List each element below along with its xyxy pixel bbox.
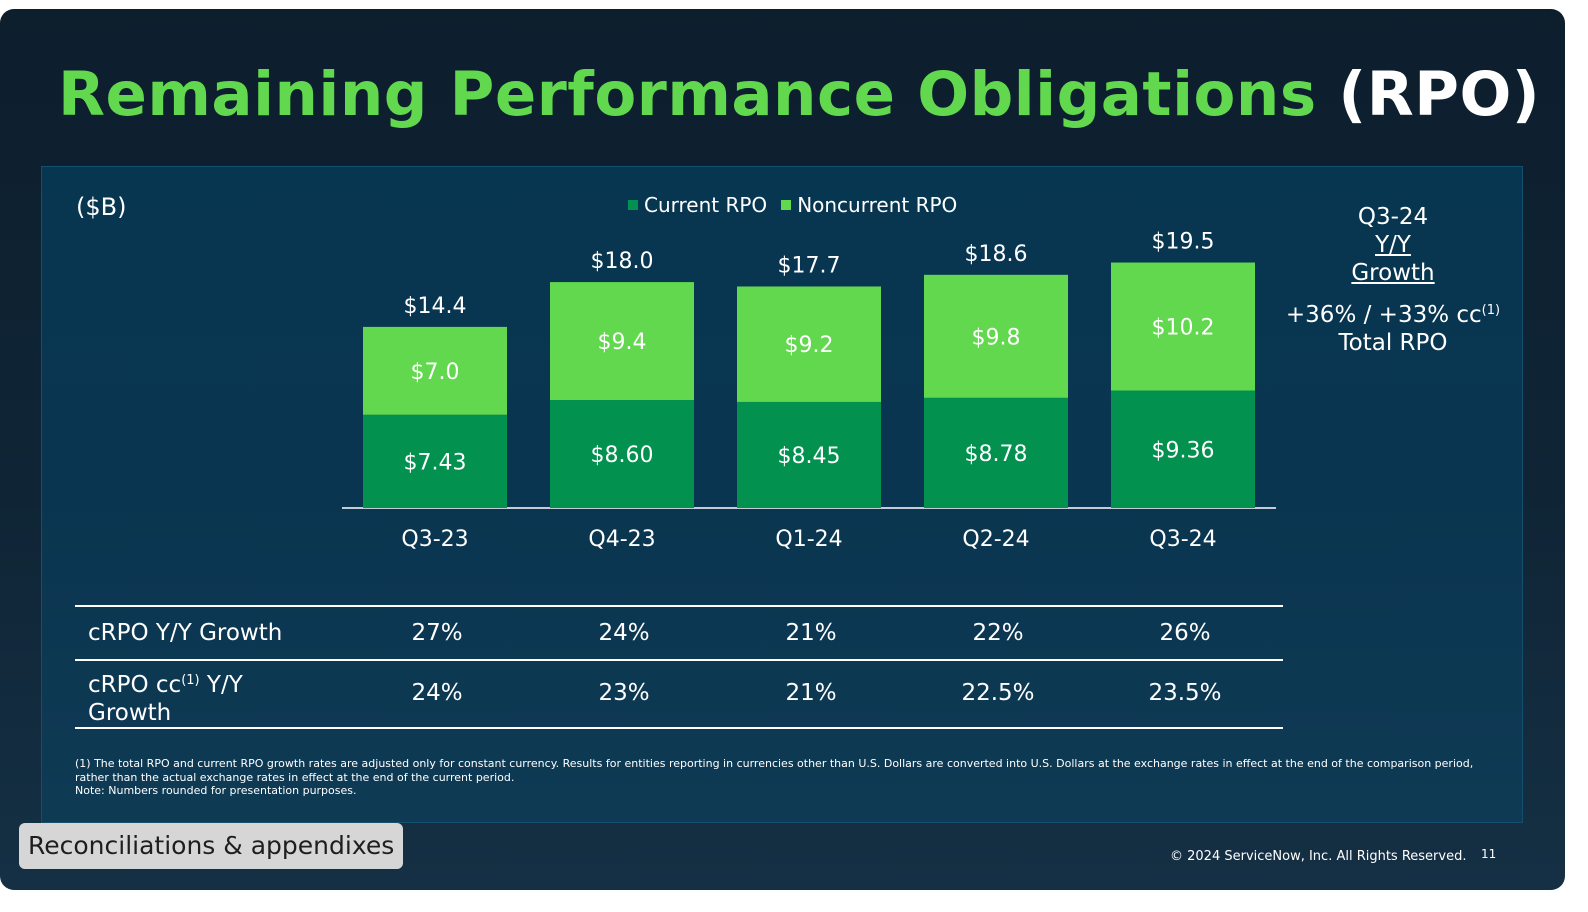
footnote-line-2: Note: Numbers rounded for presentation p… — [75, 784, 357, 797]
yoy-growth-callout: Q3-24 Y/Y Growth +36% / +33% cc(1) Total… — [1278, 203, 1508, 357]
footnote-line-1: (1) The total RPO and current RPO growth… — [75, 757, 1474, 784]
bar-total-label: $18.6 — [965, 242, 1028, 267]
row-label-sup: (1) — [181, 673, 200, 688]
bar-current-rpo — [924, 397, 1068, 508]
legend-item-current: Current RPO — [628, 193, 767, 217]
callout-yy: Y/Y — [1375, 232, 1411, 258]
growth-table: cRPO Y/Y Growth 27% 24% 21% 22% 26% cRPO… — [75, 605, 1283, 729]
table-cell: 22.5% — [961, 680, 1035, 706]
bar-label-noncurrent: $10.2 — [1152, 316, 1215, 341]
bar-total-label: $18.0 — [591, 249, 654, 274]
table-cell: 23.5% — [1148, 680, 1222, 706]
legend-item-noncurrent: Noncurrent RPO — [781, 193, 957, 217]
unit-label: ($B) — [76, 193, 127, 221]
callout-metric-label: Total RPO — [1338, 330, 1448, 356]
reconciliations-appendixes-button[interactable]: Reconciliations & appendixes — [19, 823, 404, 869]
table-cell: 24% — [411, 680, 463, 706]
bar-label-noncurrent: $9.8 — [972, 325, 1021, 350]
bar-current-rpo — [737, 401, 881, 508]
bar-total-label: $14.4 — [404, 294, 467, 319]
title-accent: (RPO) — [1338, 59, 1541, 130]
bar-noncurrent-rpo — [363, 326, 507, 415]
bar-label-noncurrent: $9.2 — [785, 333, 834, 358]
page-number: 11 — [1481, 847, 1497, 861]
bar-label-current: $9.36 — [1152, 438, 1215, 463]
table-row: cRPO Y/Y Growth 27% 24% 21% 22% 26% — [75, 605, 1283, 659]
chart-panel: ($B) Current RPO Noncurrent RPO $7.43 $7.… — [41, 166, 1523, 823]
bar-label-current: $8.78 — [965, 442, 1028, 467]
x-tick-label: Q3-23 — [401, 527, 468, 552]
table-row: cRPO cc(1) Y/Y Growth 24% 23% 21% 22.5% … — [75, 659, 1283, 729]
bar-current-rpo — [363, 414, 507, 508]
slide: Remaining Performance Obligations (RPO) … — [0, 9, 1565, 890]
bar-current-rpo — [1111, 390, 1255, 508]
x-tick-label: Q2-24 — [962, 527, 1029, 552]
callout-period: Q3-24 — [1357, 204, 1429, 230]
legend-swatch-current — [628, 200, 638, 210]
table-cell: 21% — [785, 680, 837, 706]
table-cell: 24% — [598, 620, 650, 646]
footnote: (1) The total RPO and current RPO growth… — [75, 757, 1495, 798]
legend-label-current: Current RPO — [644, 193, 768, 217]
bar-label-current: $8.60 — [591, 443, 654, 468]
row-label-b: Y/Y Growth — [88, 672, 243, 726]
table-cell: 22% — [972, 620, 1024, 646]
bar-noncurrent-rpo — [550, 282, 694, 401]
page-title: Remaining Performance Obligations (RPO) — [58, 59, 1540, 130]
row-label-a: cRPO cc — [88, 672, 182, 698]
bar-noncurrent-rpo — [1111, 262, 1255, 391]
table-cell: 26% — [1159, 620, 1211, 646]
row-label: cRPO Y/Y Growth — [88, 620, 283, 646]
bar-label-noncurrent: $7.0 — [411, 360, 460, 385]
callout-growth: Growth — [1351, 260, 1435, 286]
x-tick-label: Q3-24 — [1149, 527, 1216, 552]
bar-label-noncurrent: $9.4 — [598, 330, 647, 355]
rpo-bar-chart: $7.43 $7.0 $14.4 Q3-23 $8.60 $9.4 $18.0 Q4-23 $8… — [342, 230, 1276, 552]
x-tick-label: Q4-23 — [588, 527, 655, 552]
table-cell: 23% — [598, 680, 650, 706]
chart-legend: Current RPO Noncurrent RPO — [628, 193, 971, 217]
x-tick-label: Q1-24 — [775, 527, 842, 552]
legend-swatch-noncurrent — [781, 200, 792, 210]
table-cell: 27% — [411, 620, 463, 646]
bar-current-rpo — [550, 400, 694, 508]
callout-metric-value: +36% / +33% cc — [1285, 302, 1482, 328]
bar-total-label: $17.7 — [778, 253, 841, 278]
bar-noncurrent-rpo — [737, 286, 881, 402]
bar-noncurrent-rpo — [924, 274, 1068, 398]
bar-label-current: $8.45 — [778, 444, 841, 469]
row-label: cRPO cc(1) Y/Y Growth — [88, 667, 288, 727]
copyright: © 2024 ServiceNow, Inc. All Rights Reser… — [1170, 849, 1467, 864]
bar-label-current: $7.43 — [404, 450, 467, 475]
table-cell: 21% — [785, 620, 837, 646]
bar-total-label: $19.5 — [1152, 230, 1215, 255]
legend-label-noncurrent: Noncurrent RPO — [797, 193, 958, 217]
callout-metric-sup: (1) — [1481, 303, 1501, 318]
title-main: Remaining Performance Obligations — [58, 59, 1317, 130]
callout-metric: +36% / +33% cc(1) Total RPO — [1278, 297, 1508, 357]
